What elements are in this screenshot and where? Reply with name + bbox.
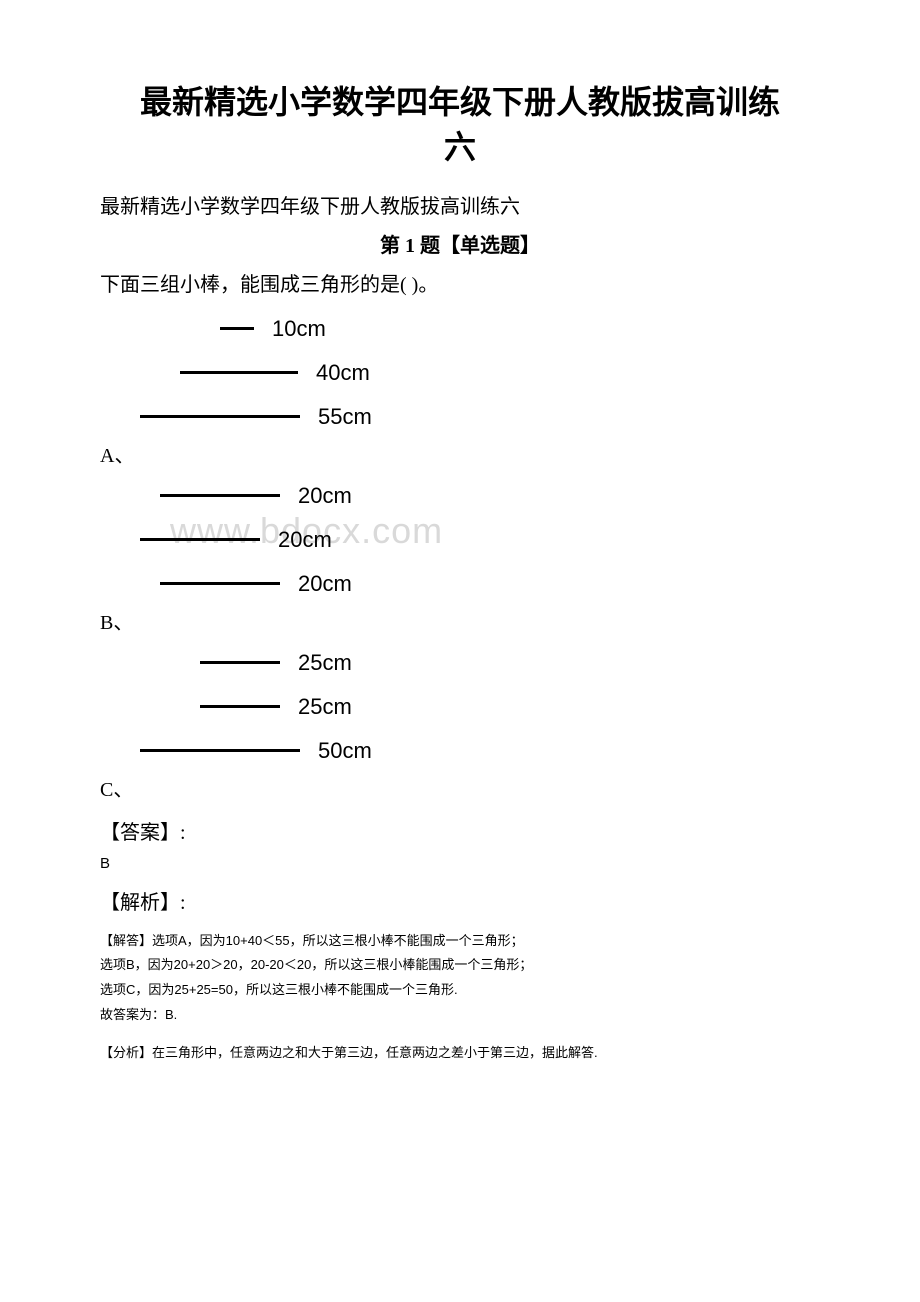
subtitle: 最新精选小学数学四年级下册人教版拔高训练六: [100, 190, 850, 219]
analysis-line: 选项C，因为25+25=50，所以这三根小棒不能围成一个三角形.: [100, 978, 850, 1003]
stick-row: 50cm: [140, 729, 372, 773]
stick-row: 20cm: [140, 474, 352, 518]
option-a-sticks: 10cm 40cm 55cm: [140, 307, 372, 439]
stick-line: [140, 538, 260, 541]
title-line-1: 最新精选小学数学四年级下册人教版拔高训练: [140, 84, 780, 120]
option-b-block: 20cm www.bdocx.com 20cm 20cm B、: [100, 474, 850, 635]
stick-row: 20cm: [140, 562, 352, 606]
analysis-line: 【分析】在三角形中，任意两边之和大于第三边，任意两边之差小于第三边，据此解答.: [100, 1041, 850, 1066]
stick-line: [160, 494, 280, 497]
stick-line: [200, 661, 280, 664]
analysis-block: 【解答】选项A，因为10+40＜55，所以这三根小棒不能围成一个三角形； 选项B…: [100, 929, 850, 1066]
analysis-line: 选项B，因为20+20＞20，20-20＜20，所以这三根小棒能围成一个三角形；: [100, 953, 850, 978]
stick-label: 55cm: [318, 404, 372, 430]
stick-row: 25cm: [140, 685, 372, 729]
stick-line: [200, 705, 280, 708]
stick-line: [180, 371, 298, 374]
option-a-label: A、: [100, 439, 134, 468]
stick-row: 25cm: [140, 641, 372, 685]
stick-label: 10cm: [272, 316, 326, 342]
main-title: 最新精选小学数学四年级下册人教版拔高训练 六: [70, 80, 850, 170]
title-line-2: 六: [444, 129, 476, 165]
stick-row: www.bdocx.com 20cm: [140, 518, 352, 562]
stick-label: 50cm: [318, 738, 372, 764]
analysis-label: 【解析】:: [100, 886, 850, 915]
option-b-sticks: 20cm www.bdocx.com 20cm 20cm: [140, 474, 352, 606]
stick-line: [160, 582, 280, 585]
document-page: 最新精选小学数学四年级下册人教版拔高训练 六 最新精选小学数学四年级下册人教版拔…: [0, 0, 920, 1106]
option-b-label: B、: [100, 606, 133, 635]
option-c-block: 25cm 25cm 50cm C、: [100, 641, 850, 802]
question-header: 第 1 题【单选题】: [70, 229, 850, 258]
answer-value: B: [100, 855, 850, 872]
analysis-line: 故答案为：B.: [100, 1003, 850, 1028]
stick-label: 25cm: [298, 694, 352, 720]
analysis-line: 【解答】选项A，因为10+40＜55，所以这三根小棒不能围成一个三角形；: [100, 929, 850, 954]
question-text: 下面三组小棒，能围成三角形的是( )。: [100, 268, 850, 297]
stick-row: 40cm: [140, 351, 372, 395]
option-a-block: 10cm 40cm 55cm A、: [100, 307, 850, 468]
stick-row: 55cm: [140, 395, 372, 439]
stick-line: [140, 415, 300, 418]
option-c-sticks: 25cm 25cm 50cm: [140, 641, 372, 773]
stick-label: 20cm: [278, 527, 332, 553]
stick-line: [140, 749, 300, 752]
answer-label: 【答案】:: [100, 816, 850, 845]
option-c-label: C、: [100, 773, 133, 802]
stick-label: 40cm: [316, 360, 370, 386]
stick-row: 10cm: [140, 307, 372, 351]
stick-line: [220, 327, 254, 330]
stick-label: 25cm: [298, 650, 352, 676]
stick-label: 20cm: [298, 483, 352, 509]
stick-label: 20cm: [298, 571, 352, 597]
